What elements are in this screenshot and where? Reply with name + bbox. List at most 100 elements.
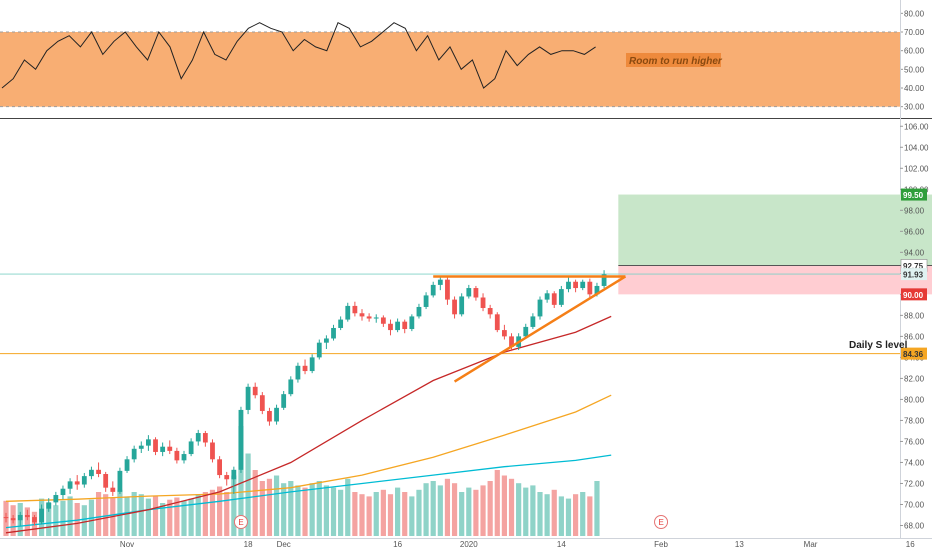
candle xyxy=(566,277,571,293)
candle xyxy=(409,314,415,332)
candle-body xyxy=(558,289,564,305)
volume-bar xyxy=(423,483,429,536)
candle xyxy=(295,362,301,383)
rising-trendline xyxy=(453,275,627,383)
volume-bar xyxy=(273,475,280,536)
rsi-tick-label: 40.00 xyxy=(904,84,925,93)
price-tick-label: 88.00 xyxy=(904,311,925,320)
candle xyxy=(466,284,472,299)
candle xyxy=(459,293,465,317)
volume-bar xyxy=(366,496,372,536)
time-tick-label: 13 xyxy=(735,540,744,549)
price-tick-label: 106.00 xyxy=(904,122,929,131)
price-label-target: 99.50 xyxy=(901,188,927,201)
rsi-line xyxy=(1,22,596,89)
candle-body xyxy=(117,470,123,492)
price-label-stop-box xyxy=(901,288,927,301)
candle xyxy=(210,439,215,463)
earnings-marker-label: E xyxy=(658,518,663,527)
candle-body xyxy=(502,330,507,337)
candle xyxy=(60,485,66,500)
volume-bar xyxy=(174,497,180,536)
candle-body xyxy=(302,365,308,372)
candle-body xyxy=(217,459,222,476)
price-tick-label: 74.00 xyxy=(904,458,925,467)
candle-body xyxy=(345,305,351,320)
moving-average-red xyxy=(5,315,612,534)
candle-body xyxy=(81,476,87,485)
volume-bar xyxy=(281,483,287,536)
volume-bar xyxy=(523,487,529,536)
volume-bar xyxy=(231,475,237,536)
volume-bar xyxy=(60,500,66,536)
volume-bar xyxy=(473,489,479,536)
volume-bar xyxy=(444,478,451,536)
candle-body xyxy=(430,284,436,296)
volume-bar xyxy=(252,470,258,536)
candle xyxy=(316,339,322,360)
candle-body xyxy=(530,316,536,327)
volume-bar xyxy=(259,481,265,536)
volume-bar xyxy=(416,489,422,536)
candle-body xyxy=(373,317,379,319)
volume-bar xyxy=(501,475,507,536)
candle xyxy=(537,296,543,320)
candle-body xyxy=(32,517,37,523)
time-tick-label: Mar xyxy=(804,540,818,549)
support-note: Daily S level xyxy=(849,340,908,351)
volume-bar xyxy=(402,492,408,536)
candle xyxy=(523,323,529,339)
candle-body xyxy=(566,281,571,290)
candle-body xyxy=(188,441,194,455)
candle xyxy=(452,296,457,319)
candle xyxy=(131,445,137,463)
price-tick-label: 102.00 xyxy=(904,164,929,173)
candle xyxy=(89,466,94,480)
volume-bar xyxy=(359,494,365,536)
price-label-target-text: 99.50 xyxy=(903,191,924,200)
volume-bar xyxy=(338,489,344,536)
candle xyxy=(480,293,486,312)
volume-bar xyxy=(309,483,315,536)
candle-body xyxy=(210,442,215,460)
earnings-marker: E xyxy=(233,515,248,529)
candle xyxy=(494,312,500,333)
candle-body xyxy=(252,386,258,396)
candle xyxy=(587,278,593,298)
candle xyxy=(231,466,237,494)
candle-body xyxy=(544,293,550,300)
volume-bar xyxy=(181,500,187,536)
candle-body xyxy=(17,514,23,521)
candle-body xyxy=(24,514,30,518)
volume-bar xyxy=(380,489,386,536)
candle xyxy=(388,319,393,336)
price-tick-label: 68.00 xyxy=(904,521,925,530)
earnings-marker-circle xyxy=(233,515,248,529)
volume-bar xyxy=(480,485,486,536)
volume-bar xyxy=(124,496,130,536)
candle xyxy=(117,467,123,494)
candle-body xyxy=(267,410,272,422)
volume-bar xyxy=(74,503,80,536)
volume-bar xyxy=(46,503,52,536)
price-tick-label: 96.00 xyxy=(904,227,925,236)
volume-bar xyxy=(295,485,301,536)
candle xyxy=(110,481,116,497)
volume-bar xyxy=(387,494,394,536)
time-tick-label: Feb xyxy=(654,540,668,549)
price-label-stop-text: 90.00 xyxy=(903,291,924,300)
candle-body xyxy=(388,323,393,331)
candle xyxy=(502,324,507,340)
candle xyxy=(174,447,180,464)
price-label-stop: 90.00 xyxy=(901,288,927,301)
volume-bar xyxy=(494,470,500,536)
volume-bar xyxy=(316,481,322,536)
volume-bar xyxy=(352,492,358,536)
earnings-marker-label: E xyxy=(238,518,243,527)
candle xyxy=(309,354,315,374)
candle xyxy=(395,318,400,333)
volume-bar xyxy=(245,453,251,536)
